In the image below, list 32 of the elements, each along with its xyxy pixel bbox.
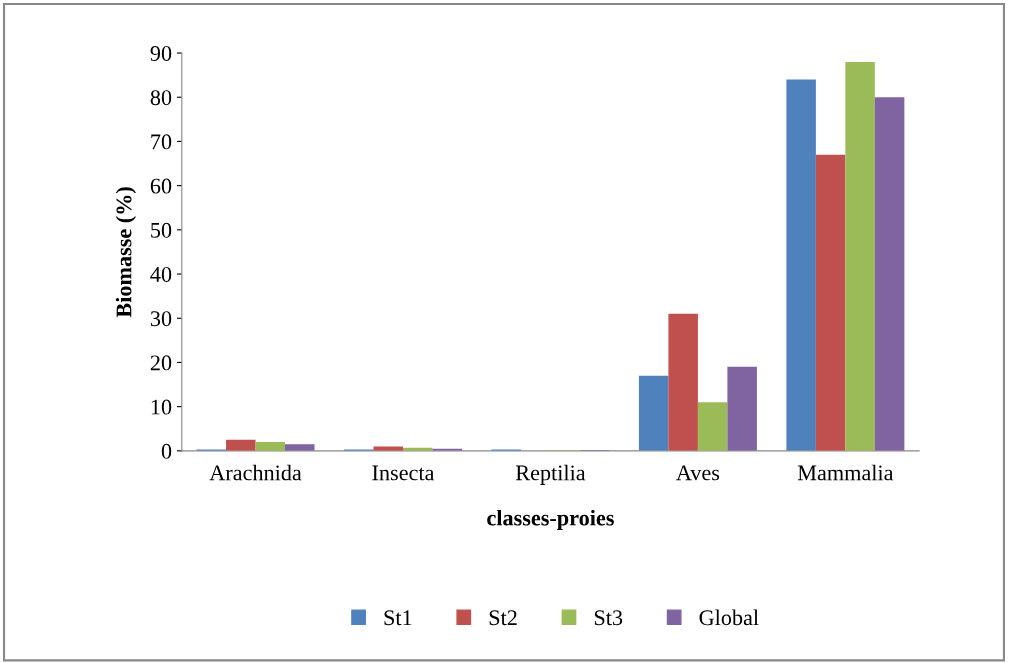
bar (727, 366, 757, 451)
y-tick-label: 30 (150, 311, 172, 327)
y-axis-title: Biomasse (%) (115, 187, 136, 318)
bar (697, 402, 728, 451)
x-tick-label: Reptilia (515, 464, 586, 485)
legend-label: Global (699, 609, 759, 626)
x-tick-label: Arachnida (209, 464, 302, 481)
x-tick-label: Aves (676, 465, 720, 481)
y-tick-label: 50 (151, 222, 172, 238)
bar (638, 375, 669, 451)
legend-label: St1 (384, 610, 412, 626)
bar (845, 61, 875, 451)
y-tick-label: 20 (150, 355, 172, 371)
bar (373, 446, 403, 451)
y-tick-label: 60 (150, 178, 172, 194)
bar (668, 313, 698, 451)
bar (874, 97, 905, 451)
y-tick-label: 40 (150, 266, 172, 282)
bar (285, 444, 315, 451)
y-tick-label: 10 (151, 399, 172, 415)
bar (815, 154, 846, 451)
y-tick-label: 90 (150, 45, 172, 61)
x-axis-title: classes-proies (487, 509, 614, 531)
bar (786, 79, 816, 451)
legend-label: St3 (594, 610, 623, 626)
y-tick-label: 70 (151, 134, 172, 150)
y-tick-label: 0 (161, 443, 172, 459)
legend-label: St2 (489, 610, 517, 626)
y-tick-label: 80 (150, 90, 172, 106)
x-tick-label: Insecta (372, 465, 435, 481)
x-tick-label: Mammalia (797, 464, 894, 481)
bar (226, 439, 256, 451)
